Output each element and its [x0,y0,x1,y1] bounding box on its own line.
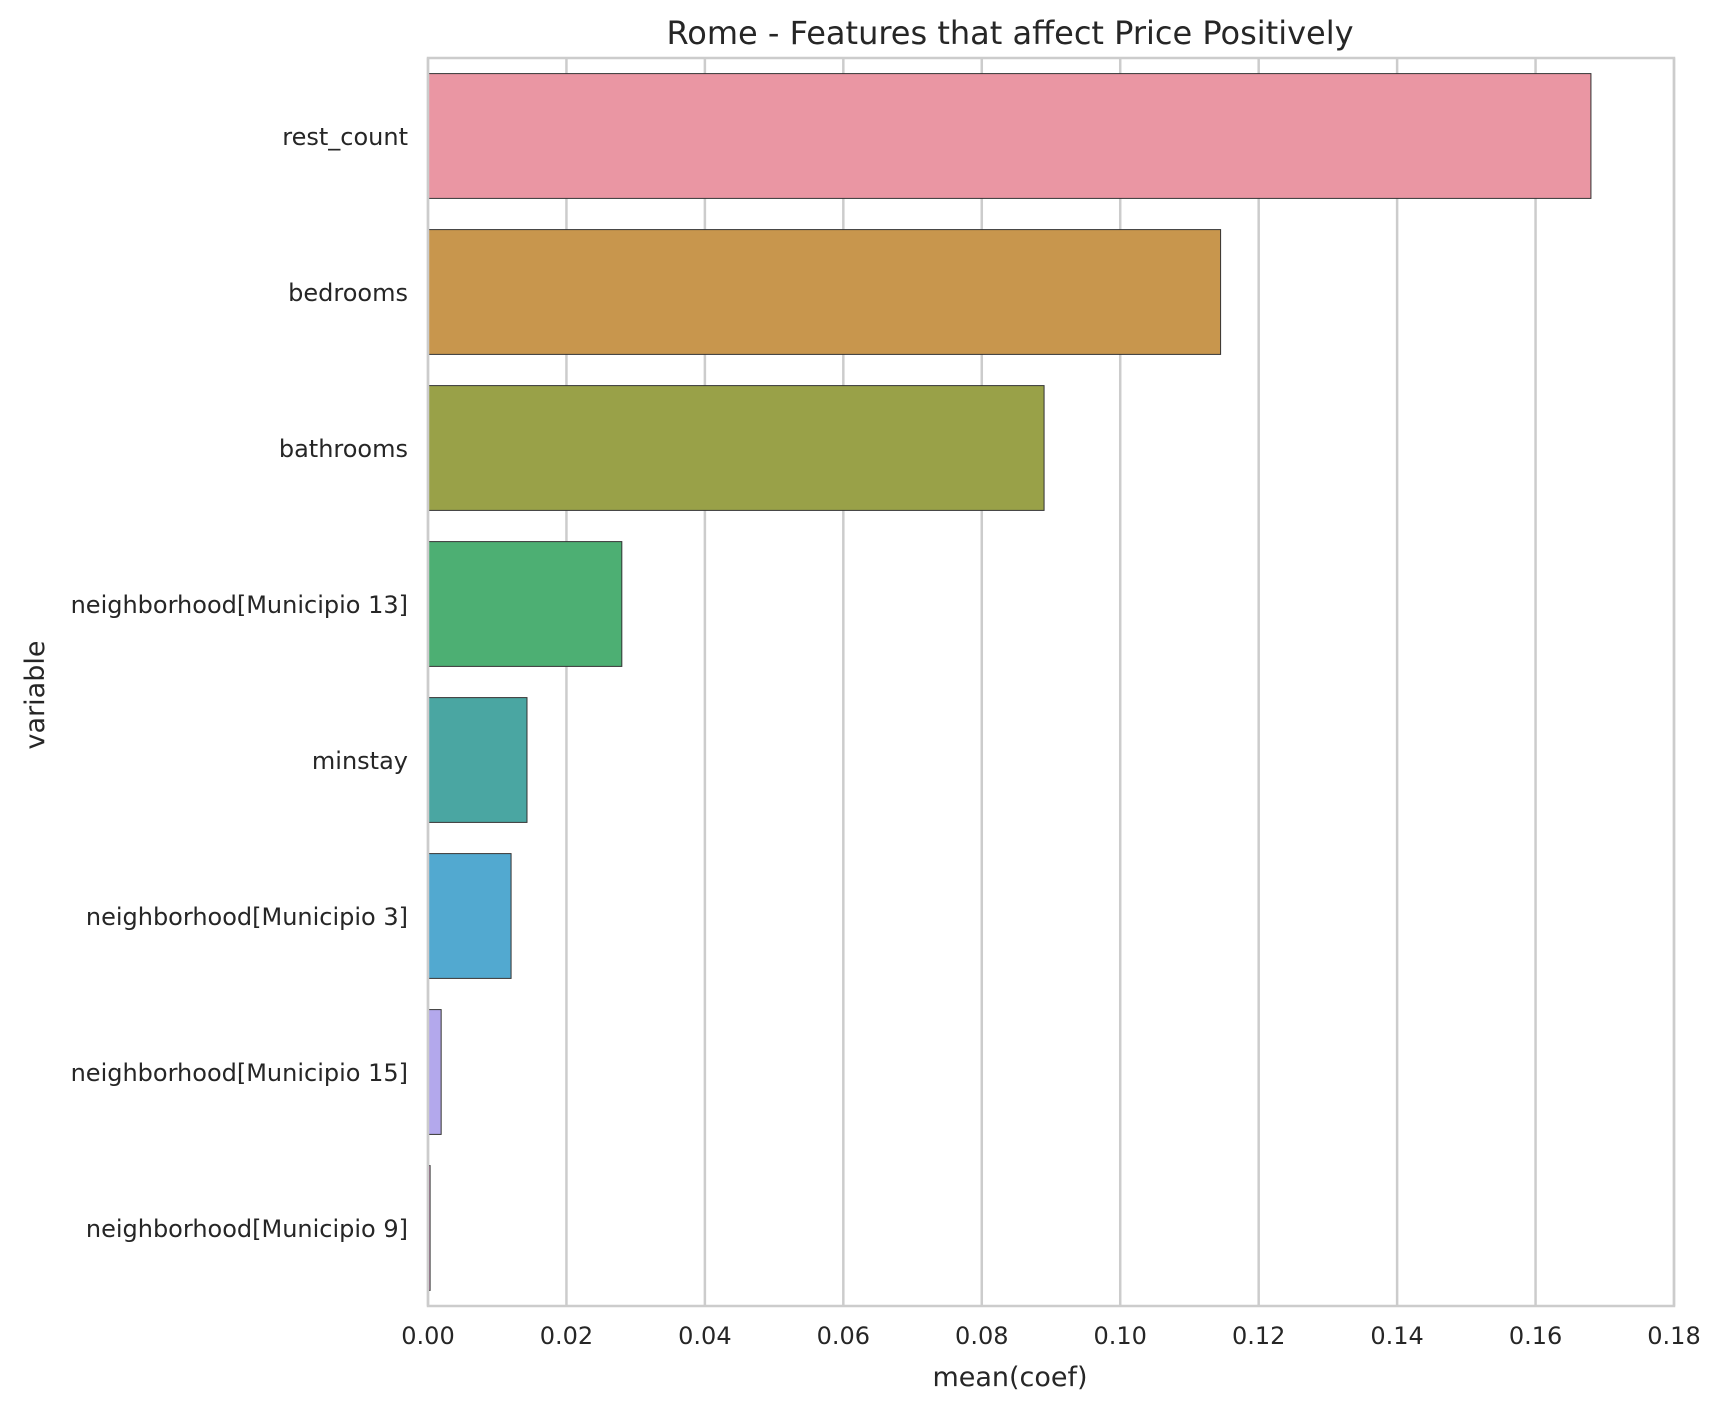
x-tick-label: 0.08 [955,1322,1008,1350]
y-axis-label: variable [20,641,51,750]
x-tick-labels: 0.00 0.02 0.04 0.06 0.08 0.10 0.12 0.14 0.16 0.18 [401,1322,1700,1350]
bar [427,541,623,667]
y-category-label: neighborhood[Municipio 9] [86,1215,408,1243]
bar [427,1009,442,1135]
y-category-label: neighborhood[Municipio 3] [86,903,408,931]
x-tick-label: 0.04 [678,1322,731,1350]
bar [427,385,1045,511]
bar [427,853,512,979]
x-tick-label: 0.14 [1370,1322,1423,1350]
x-tick-label: 0.00 [401,1322,454,1350]
y-category-label: minstay [312,747,408,775]
y-category-label: bathrooms [279,435,408,463]
x-tick-label: 0.18 [1647,1322,1700,1350]
x-axis-label: mean(coef) [932,1362,1087,1393]
x-tick-label: 0.06 [817,1322,870,1350]
y-category-label: neighborhood[Municipio 15] [71,1059,408,1087]
bar [427,73,1592,199]
x-tick-label: 0.02 [540,1322,593,1350]
x-tick-label: 0.10 [1094,1322,1147,1350]
x-tick-label: 0.16 [1509,1322,1562,1350]
y-category-labels: rest_count bedrooms bathrooms neighborhood[… [71,123,408,1243]
y-category-label: bedrooms [288,279,408,307]
y-category-label: rest_count [282,123,408,151]
plot-frame [426,56,1676,1308]
chart-title: Rome - Features that affect Price Positi… [666,14,1353,52]
bar [427,229,1222,355]
bars [427,73,1592,1291]
bar [427,697,528,823]
x-tick-label: 0.12 [1232,1322,1285,1350]
y-category-label: neighborhood[Municipio 13] [71,591,408,619]
